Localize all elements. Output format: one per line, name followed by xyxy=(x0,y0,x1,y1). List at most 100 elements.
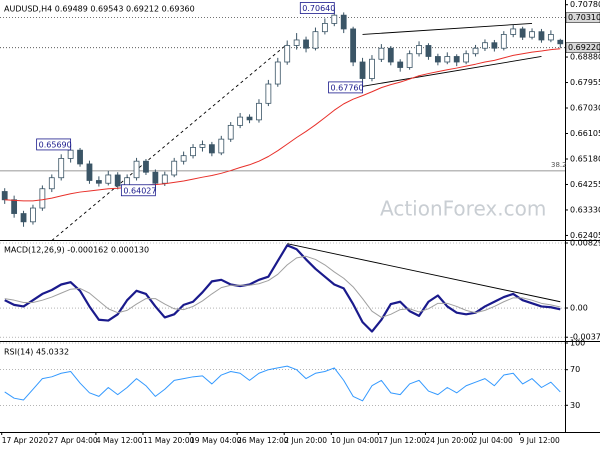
candle-body xyxy=(378,47,385,60)
candle-body xyxy=(218,138,225,154)
candle-body xyxy=(529,31,535,38)
candle-body xyxy=(482,42,488,49)
candle-body xyxy=(171,160,178,176)
y-tick-label: 0.67955 xyxy=(570,78,600,87)
candle-body xyxy=(105,174,112,184)
candle-body xyxy=(387,47,394,63)
panel-title: RSI(14) 45.0332 xyxy=(4,348,69,357)
candle-body xyxy=(265,83,272,104)
candle-body xyxy=(11,199,18,214)
candle-body xyxy=(1,191,8,201)
candle-body xyxy=(152,171,159,184)
candle-body xyxy=(463,53,470,63)
x-tick-label: 17 Jun 12:00 xyxy=(378,436,426,445)
candle-body xyxy=(350,28,357,63)
candle-body xyxy=(416,45,422,55)
annotation-label: 0.65690 xyxy=(39,140,72,149)
y-tick-label: -0.003725 xyxy=(570,333,600,342)
indicator-line xyxy=(4,244,561,333)
candle-body xyxy=(161,174,168,184)
candle-body xyxy=(48,177,55,190)
candle-body xyxy=(274,61,281,85)
candle-body xyxy=(425,45,432,57)
candle-body xyxy=(434,56,441,63)
candle-body xyxy=(500,34,507,49)
price-label: 0.70310 xyxy=(568,13,600,22)
candle-body xyxy=(510,28,517,35)
candle-body xyxy=(39,188,46,209)
candle-body xyxy=(143,160,149,173)
annotation-box xyxy=(328,81,363,94)
price-label-box xyxy=(565,12,600,23)
x-tick-label: 9 Jul 12:00 xyxy=(520,436,560,445)
x-tick-label: 2 Jul 04:00 xyxy=(473,436,513,445)
trend-line xyxy=(362,22,533,35)
x-tick-label: 17 Apr 2020 xyxy=(2,436,49,445)
candle-body xyxy=(312,31,319,49)
candle-body xyxy=(227,124,234,140)
candle-body xyxy=(58,158,65,179)
x-tick-label: 26 May 12:00 xyxy=(237,436,289,445)
candle-body xyxy=(369,58,375,79)
y-tick-label: 0.70780 xyxy=(570,0,600,9)
trend-line xyxy=(287,243,561,303)
annotation-label: 0.70640 xyxy=(302,4,335,13)
y-tick-label: 70 xyxy=(570,365,580,374)
annotation-label: 0.64027 xyxy=(123,186,156,195)
x-tick-label: 10 Jun 04:00 xyxy=(331,436,379,445)
candle-body xyxy=(237,116,244,126)
y-tick-label: 0.62405 xyxy=(570,231,600,240)
candle-body xyxy=(30,207,36,223)
x-tick-label: 19 May 04:00 xyxy=(190,436,242,445)
annotation-box xyxy=(120,184,156,197)
price-label-box xyxy=(565,42,600,53)
y-tick-label: 0.008294 xyxy=(570,239,600,248)
y-tick-label: 0.66105 xyxy=(570,129,600,138)
y-tick-label: 0.65180 xyxy=(570,154,600,163)
candle-body xyxy=(77,149,83,165)
y-tick-label: 30 xyxy=(570,401,580,410)
x-tick-label: 2 Jun 20:00 xyxy=(284,436,327,445)
moving-average xyxy=(4,48,561,202)
price-label: 0.69220 xyxy=(568,43,600,52)
candle-body xyxy=(86,163,93,181)
candle-body xyxy=(284,45,291,63)
indicator-line xyxy=(4,365,561,402)
y-tick-label: 100 xyxy=(570,339,585,348)
y-tick-label: 0.64255 xyxy=(570,180,600,189)
candle-body xyxy=(406,53,413,68)
candle-body xyxy=(453,56,460,63)
y-tick-label: 0.63330 xyxy=(570,205,600,214)
candle-body xyxy=(190,147,196,157)
candle-body xyxy=(95,180,102,184)
candle-body xyxy=(180,155,187,162)
y-tick-label: 0.00 xyxy=(570,304,588,313)
panel-title: AUDUSD,H4 0.69489 0.69543 0.69212 0.6936… xyxy=(4,5,195,14)
candle-body xyxy=(557,39,564,45)
candle-body xyxy=(519,28,526,38)
x-tick-label: 11 May 20:00 xyxy=(143,436,195,445)
trend-line xyxy=(353,56,542,89)
level-label: 38.2 xyxy=(551,161,567,169)
candle-body xyxy=(547,34,554,41)
x-tick-label: 4 May 12:00 xyxy=(96,436,143,445)
annotation-box xyxy=(36,138,72,151)
watermark: ActionForex.com xyxy=(380,197,546,221)
candle-body xyxy=(246,116,253,121)
candle-body xyxy=(491,42,498,49)
annotation-box xyxy=(299,2,335,14)
x-tick-label: 27 Apr 04:00 xyxy=(49,436,98,445)
y-tick-label: 0.67030 xyxy=(570,104,600,113)
candle-body xyxy=(340,14,347,30)
candle-body xyxy=(114,174,121,187)
candle-body xyxy=(208,144,215,154)
panel-title: MACD(12,26,9) -0.000162 0.000130 xyxy=(4,246,149,255)
candle-body xyxy=(133,160,140,179)
annotation-label: 0.67760 xyxy=(331,83,364,92)
x-tick-label: 24 Jun 20:00 xyxy=(425,436,473,445)
y-tick-label: 0.68880 xyxy=(570,53,600,62)
candle-body xyxy=(303,39,309,49)
candle-body xyxy=(20,213,27,223)
